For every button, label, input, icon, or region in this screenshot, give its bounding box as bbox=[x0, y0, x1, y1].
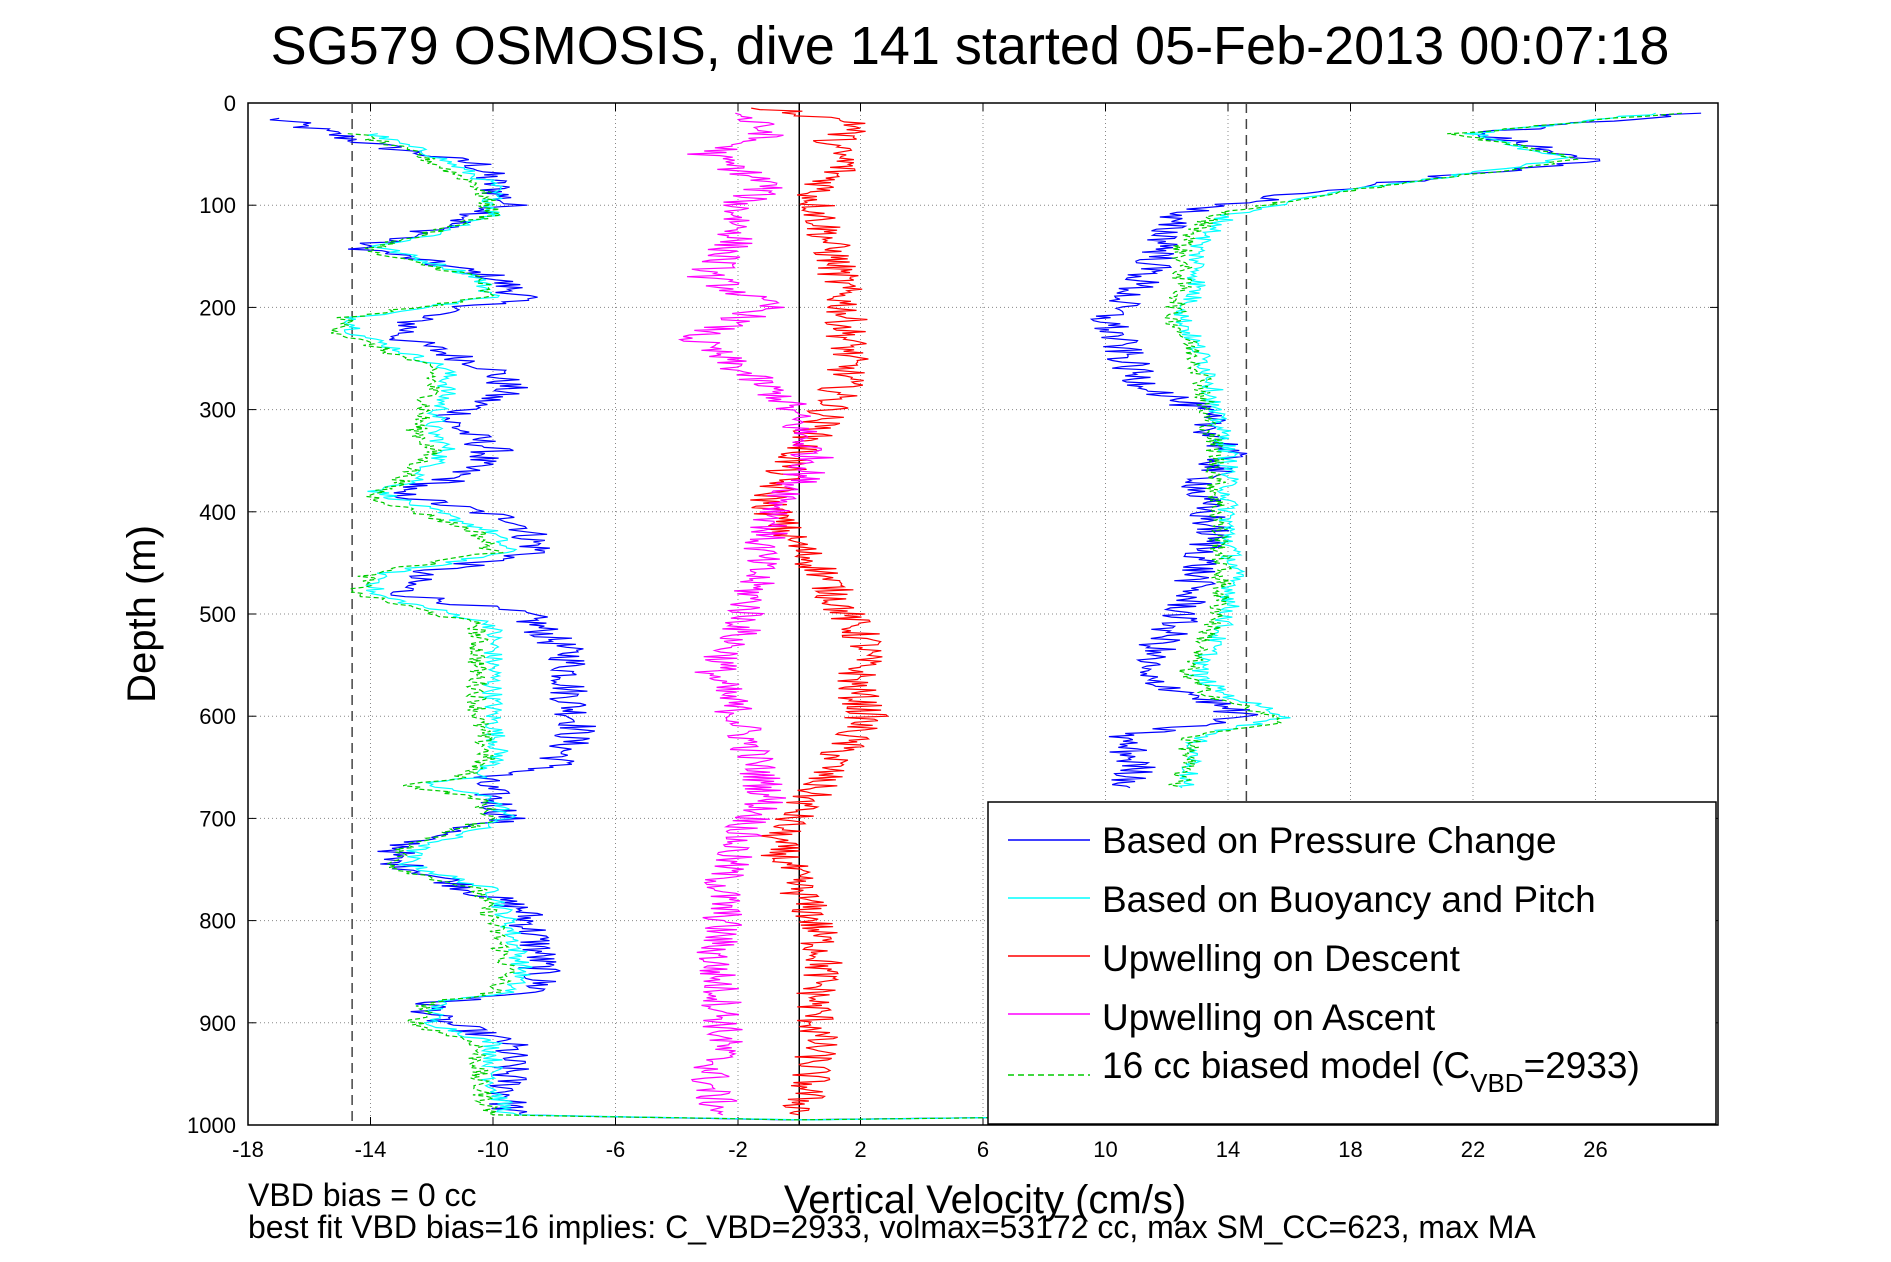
y-tick-label-3: 300 bbox=[199, 398, 236, 423]
y-tick-label-0: 0 bbox=[224, 91, 236, 116]
legend: Based on Pressure Change Based on Buoyan… bbox=[987, 801, 1717, 1125]
footnote-line-2: best fit VBD bias=16 implies: C_VBD=2933… bbox=[248, 1209, 1536, 1245]
legend-label-4-tail: =2933) bbox=[1524, 1045, 1640, 1086]
x-tick-label-3: -6 bbox=[606, 1137, 626, 1162]
y-tick-label-6: 600 bbox=[199, 704, 236, 729]
chart-title: SG579 OSMOSIS, dive 141 started 05-Feb-2… bbox=[271, 16, 1670, 76]
legend-label-0: Based on Pressure Change bbox=[1102, 820, 1557, 861]
footnote-line-1: VBD bias = 0 cc bbox=[248, 1177, 477, 1213]
y-tick-label-10: 1000 bbox=[187, 1113, 236, 1138]
y-tick-label-1: 100 bbox=[199, 193, 236, 218]
legend-label-3: Upwelling on Ascent bbox=[1102, 997, 1436, 1038]
y-tick-label-4: 400 bbox=[199, 500, 236, 525]
data-series bbox=[269, 107, 1702, 1121]
x-tick-label-11: 26 bbox=[1583, 1137, 1607, 1162]
x-axis-label: Vertical Velocity (cm/s) bbox=[784, 1178, 1186, 1222]
x-tick-label-6: 6 bbox=[977, 1137, 989, 1162]
legend-label-4-sub: VBD bbox=[1470, 1068, 1523, 1098]
y-axis-ticks: 0 100 200 300 400 500 600 700 800 900 1000 bbox=[187, 91, 1718, 1138]
legend-label-1: Based on Buoyancy and Pitch bbox=[1102, 879, 1596, 920]
legend-label-2: Upwelling on Descent bbox=[1102, 938, 1461, 979]
x-tick-label-7: 10 bbox=[1093, 1137, 1117, 1162]
series-line-7 bbox=[1162, 112, 1682, 789]
y-tick-label-2: 200 bbox=[199, 295, 236, 320]
y-tick-label-8: 800 bbox=[199, 909, 236, 934]
series-line-3 bbox=[750, 107, 890, 1116]
y-axis-label: Depth (m) bbox=[120, 525, 164, 703]
series-line-5 bbox=[1089, 112, 1702, 789]
series-line-6 bbox=[1173, 112, 1656, 789]
y-tick-label-5: 500 bbox=[199, 602, 236, 627]
x-tick-label-8: 14 bbox=[1216, 1137, 1240, 1162]
x-axis-ticks: -18 -14 -10 -6 -2 2 6 10 14 18 22 26 bbox=[232, 103, 1608, 1162]
x-tick-label-9: 18 bbox=[1338, 1137, 1362, 1162]
x-tick-label-0: -18 bbox=[232, 1137, 264, 1162]
y-tick-label-9: 900 bbox=[199, 1011, 236, 1036]
x-tick-label-10: 22 bbox=[1461, 1137, 1485, 1162]
legend-box bbox=[987, 801, 1717, 1125]
y-tick-label-7: 700 bbox=[199, 806, 236, 831]
x-tick-label-1: -14 bbox=[355, 1137, 387, 1162]
x-tick-label-5: 2 bbox=[854, 1137, 866, 1162]
series-line-2 bbox=[330, 133, 1229, 1121]
series-line-4 bbox=[677, 112, 834, 1116]
x-tick-label-2: -10 bbox=[477, 1137, 509, 1162]
series-line-0 bbox=[269, 117, 1229, 1121]
x-tick-label-4: -2 bbox=[728, 1137, 748, 1162]
legend-label-4: 16 cc biased model (CVBD=2933) bbox=[1102, 1045, 1640, 1098]
legend-label-4-main: 16 cc biased model (C bbox=[1102, 1045, 1470, 1086]
